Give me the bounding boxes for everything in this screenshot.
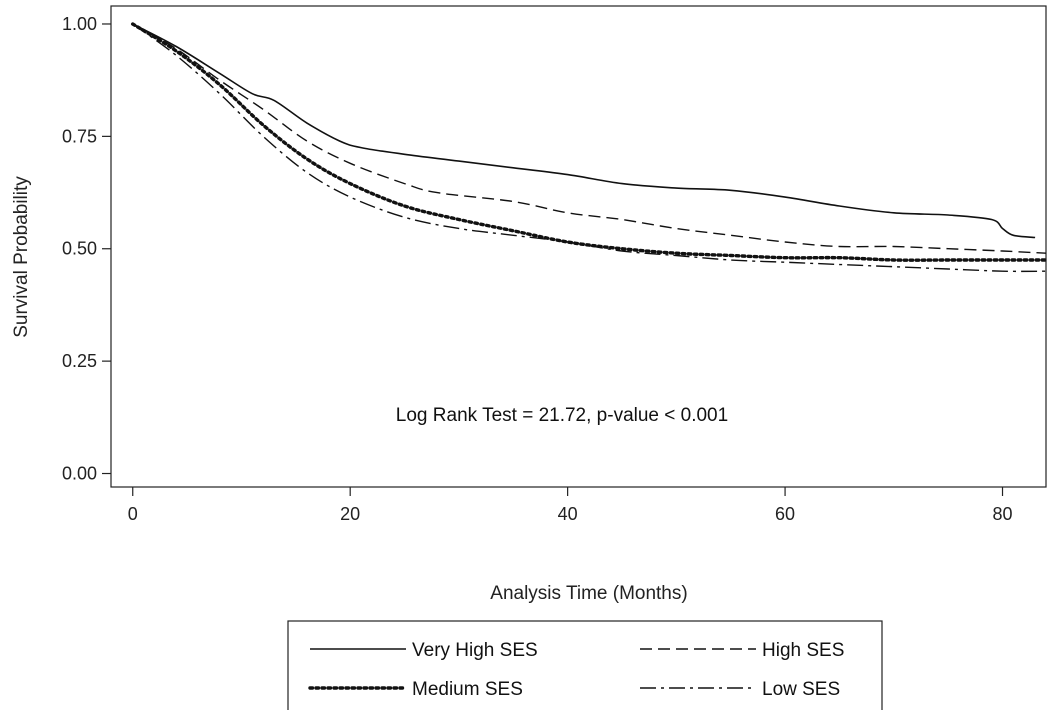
series-line-high-ses	[132, 23, 1047, 254]
x-axis: 0 20 40 60 80	[128, 487, 1013, 524]
legend-label: Low SES	[762, 679, 840, 700]
y-tick-label: 0.50	[62, 239, 97, 259]
x-tick-label: 0	[128, 504, 138, 524]
series-line-very-high-ses	[132, 23, 1036, 239]
legend: Very High SES High SES Medium SES Low SES	[287, 620, 883, 710]
y-tick-label: 0.25	[62, 351, 97, 371]
legend-label: Medium SES	[412, 679, 523, 700]
x-tick-label: 40	[558, 504, 578, 524]
y-axis-title: Survival Probability	[11, 176, 32, 338]
x-tick-label: 80	[992, 504, 1012, 524]
plot-frame	[110, 5, 1047, 488]
y-tick-label: 0.00	[62, 464, 97, 484]
legend-label: High SES	[762, 640, 844, 661]
y-axis: 0.00 0.25 0.50 0.75 1.00	[62, 14, 111, 484]
legend-label: Very High SES	[412, 640, 538, 661]
x-tick-label: 20	[340, 504, 360, 524]
survival-curves	[131, 22, 1048, 273]
x-tick-label: 60	[775, 504, 795, 524]
log-rank-annotation: Log Rank Test = 21.72, p-value < 0.001	[396, 405, 728, 426]
y-tick-label: 0.75	[62, 126, 97, 146]
y-tick-label: 1.00	[62, 14, 97, 34]
series-line-low-ses	[132, 23, 1047, 273]
legend-frame	[287, 620, 883, 710]
x-axis-title: Analysis Time (Months)	[490, 583, 687, 604]
